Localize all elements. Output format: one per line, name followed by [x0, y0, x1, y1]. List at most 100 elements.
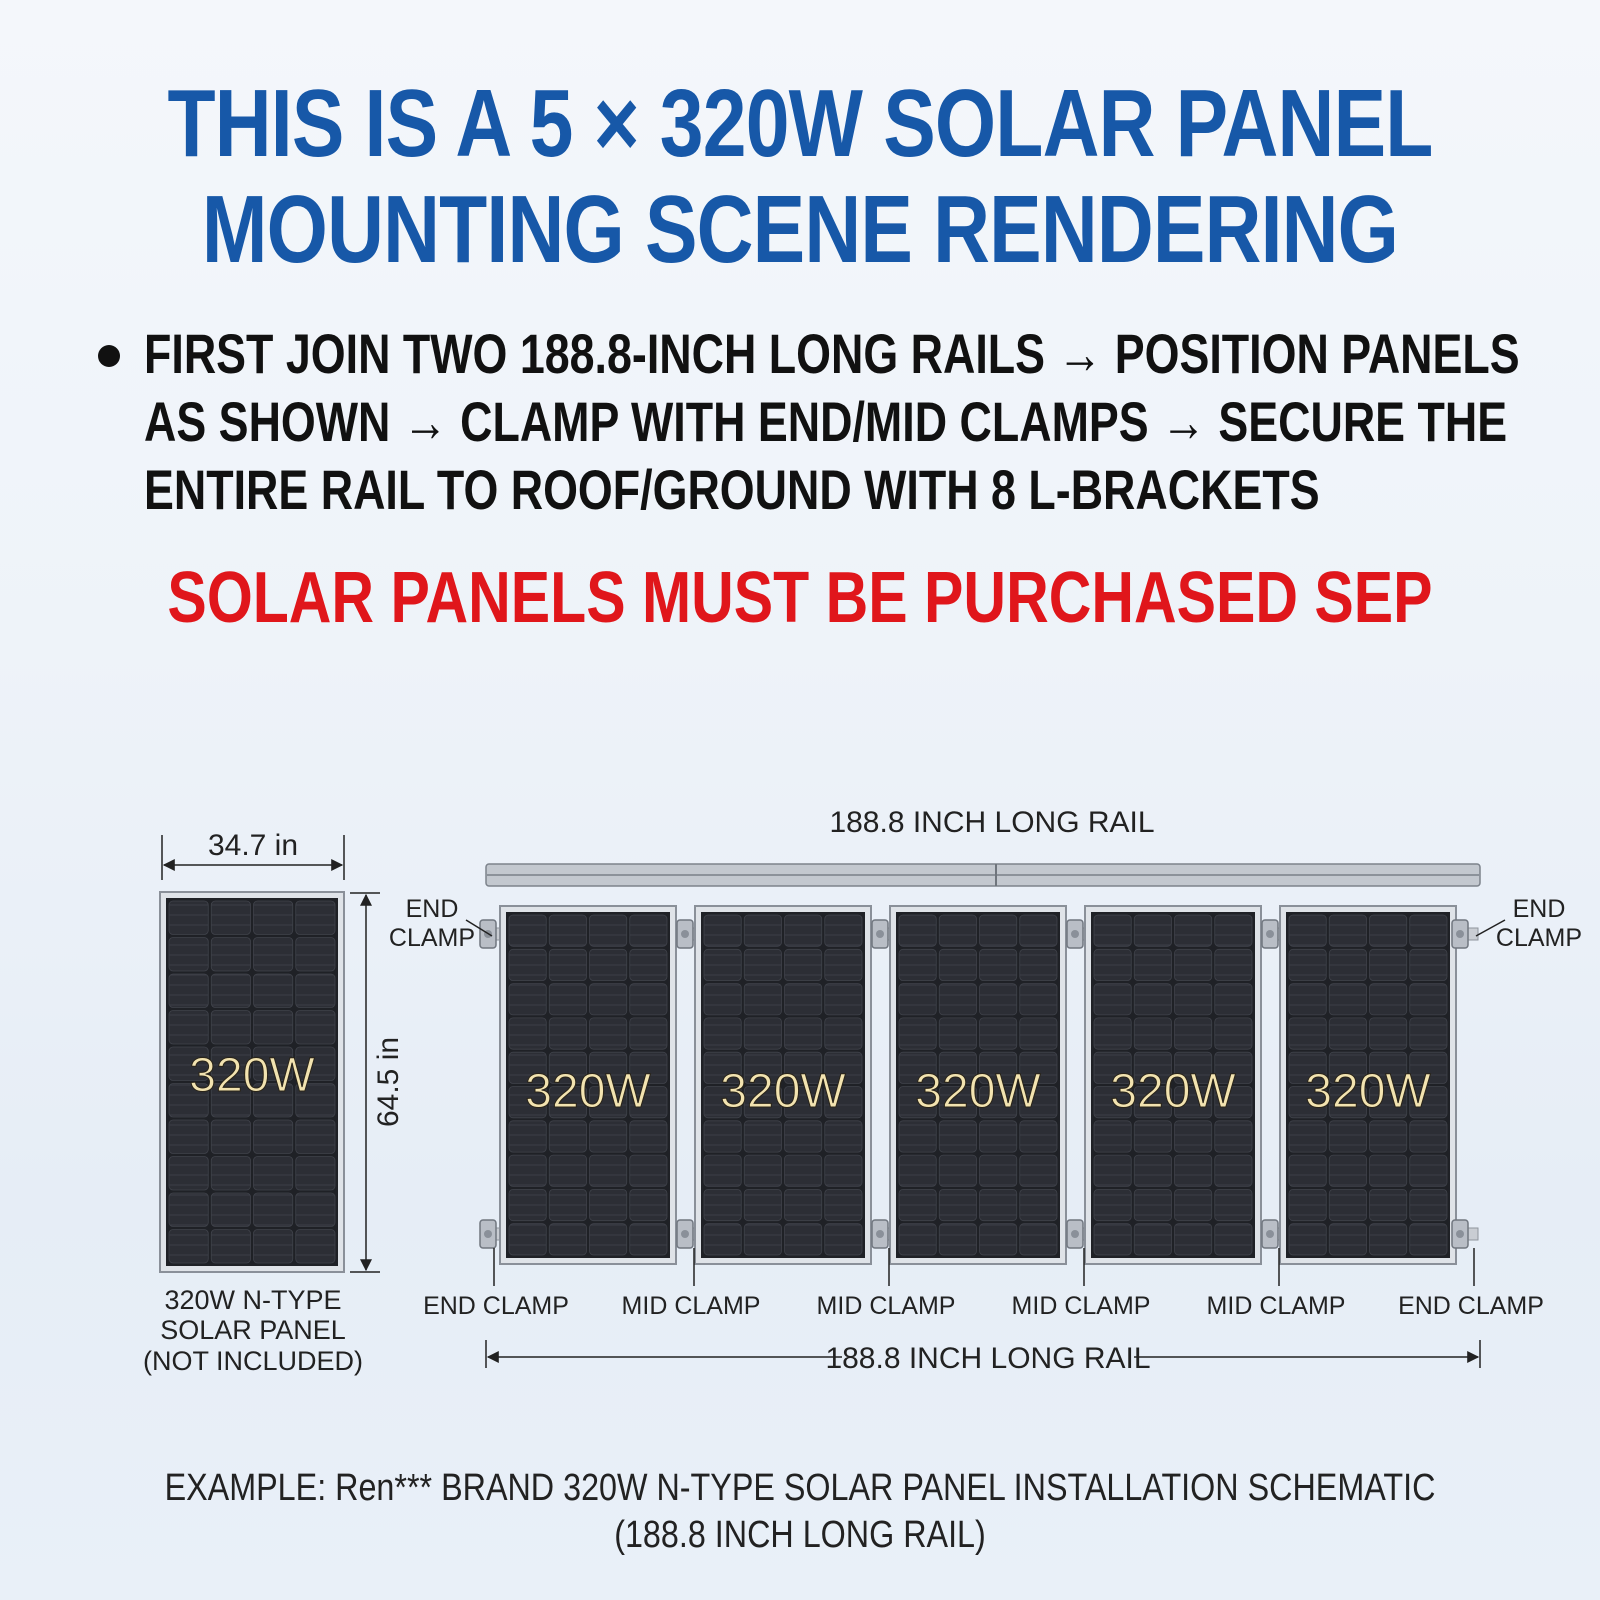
solar-cell	[1288, 914, 1327, 947]
solar-cell	[508, 1051, 547, 1084]
solar-cell	[629, 983, 668, 1016]
solar-cell	[589, 1189, 628, 1222]
solar-cell	[210, 1119, 251, 1154]
solar-cell	[938, 914, 977, 947]
solar-cell	[703, 914, 742, 947]
solar-cell	[210, 1083, 251, 1118]
end-clamp-left-top-label-1: END	[406, 895, 459, 923]
solar-cell	[548, 1017, 587, 1050]
panel-wattage: 320W	[525, 1065, 651, 1118]
solar-cell	[703, 948, 742, 981]
solar-cell	[1133, 1017, 1172, 1050]
solar-cell	[1288, 1086, 1327, 1119]
solar-cell	[743, 948, 782, 981]
solar-cell	[1174, 983, 1213, 1016]
mid-clamp-label: MID CLAMP	[1207, 1292, 1346, 1320]
solar-cell	[589, 948, 628, 981]
solar-cell	[210, 1010, 251, 1045]
solar-cell	[1133, 1223, 1172, 1256]
solar-cell	[168, 937, 209, 972]
solar-cell	[295, 900, 336, 935]
solar-cell	[743, 1017, 782, 1050]
instruction-line-1: FIRST JOIN TWO 188.8-INCH LONG RAILS → P…	[144, 322, 1520, 385]
solar-cell	[743, 983, 782, 1016]
mid-clamp-label: MID CLAMP	[817, 1292, 956, 1320]
solar-cell	[1409, 1017, 1448, 1050]
solar-cell	[1214, 914, 1253, 947]
solar-cell	[168, 1119, 209, 1154]
solar-cell	[784, 1086, 823, 1119]
solar-cell	[168, 1083, 209, 1118]
solar-cell	[210, 900, 251, 935]
solar-cell	[210, 1192, 251, 1227]
solar-cell	[210, 1156, 251, 1191]
solar-cell	[1328, 1051, 1367, 1084]
solar-cell	[629, 1120, 668, 1153]
solar-cell	[253, 1192, 294, 1227]
panel-width-label: 34.7 in	[208, 829, 298, 862]
solar-cell	[938, 1120, 977, 1153]
solar-cell	[703, 1051, 742, 1084]
solar-cell	[1019, 1017, 1058, 1050]
solar-cell	[508, 1017, 547, 1050]
solar-cell	[1214, 1051, 1253, 1084]
solar-cell	[1288, 1223, 1327, 1256]
solar-cell	[508, 1120, 547, 1153]
solar-cell	[253, 1156, 294, 1191]
solar-cell	[1369, 948, 1408, 981]
solar-panel-5: 320W	[1279, 905, 1457, 1265]
solar-cell	[589, 1120, 628, 1153]
solar-cell	[1133, 1051, 1172, 1084]
solar-cell	[1174, 1120, 1213, 1153]
caption-line-2: (188.8 INCH LONG RAIL)	[614, 1514, 986, 1556]
solar-cell	[743, 1120, 782, 1153]
solar-cell	[1328, 1120, 1367, 1153]
clamp-bolt-icon	[876, 930, 884, 938]
solar-cell	[1174, 1017, 1213, 1050]
solar-cell	[210, 973, 251, 1008]
solar-cell	[629, 1189, 668, 1222]
caption-line-1: EXAMPLE: Ren*** BRAND 320W N-TYPE SOLAR …	[164, 1467, 1436, 1509]
solar-cell	[938, 1051, 977, 1084]
solar-cell	[979, 1120, 1018, 1153]
solar-cell	[1174, 1189, 1213, 1222]
clamp-bolt-icon	[1071, 1230, 1079, 1238]
clamp-bolt-icon	[1266, 930, 1274, 938]
solar-panel-2: 320W	[694, 905, 872, 1265]
solar-cell	[979, 1154, 1018, 1187]
solar-cell	[1328, 1086, 1367, 1119]
solar-cell	[824, 1154, 863, 1187]
solar-cell	[938, 1086, 977, 1119]
solar-cell	[548, 1223, 587, 1256]
clamp-bolt-icon	[876, 1230, 884, 1238]
solar-cell	[589, 1154, 628, 1187]
solar-cell	[1019, 1223, 1058, 1256]
solar-cell	[295, 1046, 336, 1081]
solar-cell	[1093, 1086, 1132, 1119]
solar-cell	[979, 948, 1018, 981]
solar-cell	[1093, 983, 1132, 1016]
solar-cell	[743, 1051, 782, 1084]
solar-cell	[898, 1017, 937, 1050]
solar-cell	[548, 1154, 587, 1187]
solar-cell	[898, 1051, 937, 1084]
solar-cell	[938, 948, 977, 981]
solar-cell	[1409, 948, 1448, 981]
solar-cell	[784, 948, 823, 981]
solar-cell	[548, 983, 587, 1016]
solar-cell	[1019, 983, 1058, 1016]
solar-cell	[1369, 1189, 1408, 1222]
solar-cell	[824, 983, 863, 1016]
solar-cell	[589, 1086, 628, 1119]
solar-cell	[253, 937, 294, 972]
single-panel-label-2: SOLAR PANEL	[160, 1315, 346, 1345]
solar-cell	[1288, 1120, 1327, 1153]
solar-cell	[1409, 1154, 1448, 1187]
solar-cell	[548, 1189, 587, 1222]
solar-cell	[898, 983, 937, 1016]
solar-cell	[703, 983, 742, 1016]
solar-cell	[979, 1086, 1018, 1119]
solar-cell	[1214, 1223, 1253, 1256]
solar-cell	[703, 1189, 742, 1222]
solar-cell	[629, 914, 668, 947]
